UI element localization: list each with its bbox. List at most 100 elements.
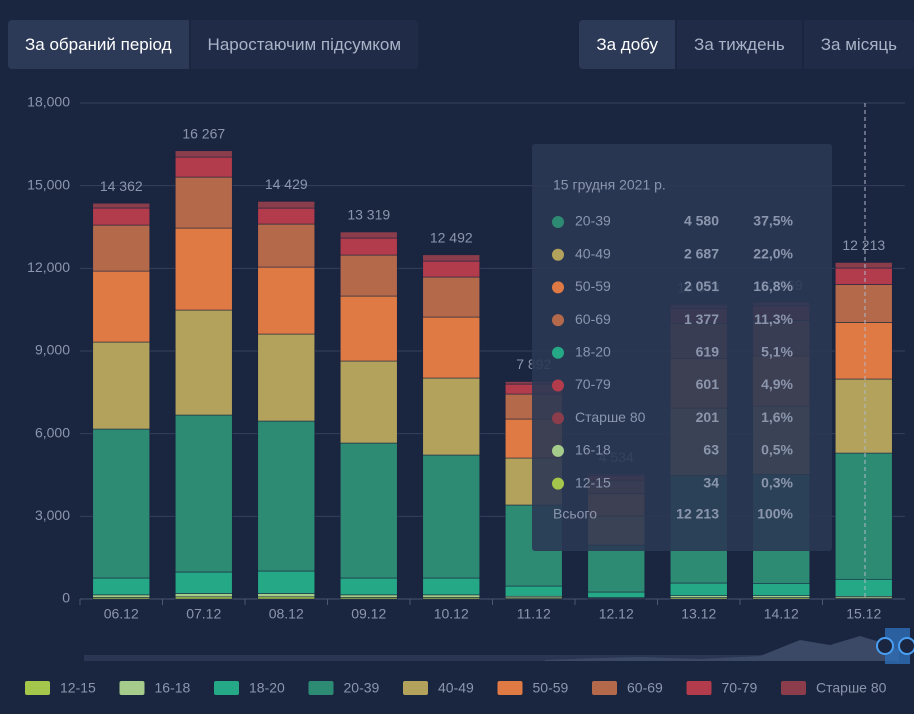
legend-swatch bbox=[497, 681, 523, 695]
legend-swatch bbox=[308, 681, 334, 695]
legend-item[interactable]: 20-39 bbox=[308, 680, 380, 696]
legend-item[interactable]: 16-18 bbox=[119, 680, 191, 696]
legend-item[interactable]: 40-49 bbox=[403, 680, 474, 696]
legend-item[interactable]: 70-79 bbox=[686, 680, 758, 696]
tooltip-dot bbox=[552, 412, 564, 425]
bar-segment bbox=[834, 267, 893, 285]
legend-label: 70-79 bbox=[722, 680, 758, 696]
total-label: 13 319 bbox=[347, 207, 390, 223]
tab[interactable]: За тиждень bbox=[677, 20, 802, 69]
tooltip-count: 2 051 bbox=[684, 278, 719, 294]
tooltip-share: 5,1% bbox=[761, 344, 793, 360]
navigator-handle[interactable] bbox=[898, 637, 914, 655]
x-tick-label: 11.12 bbox=[517, 606, 551, 622]
bar-segment bbox=[174, 414, 233, 573]
bar-segment bbox=[92, 577, 151, 596]
tooltip-total-count: 12 213 bbox=[676, 506, 719, 522]
tooltip-name: 18-20 bbox=[575, 344, 611, 360]
bar-segment bbox=[422, 254, 481, 262]
tooltip-dot bbox=[552, 248, 564, 261]
tooltip-share: 1,6% bbox=[761, 409, 793, 425]
legend-label: 16-18 bbox=[155, 680, 191, 696]
bar-segment bbox=[422, 260, 481, 278]
bar-segment bbox=[174, 593, 233, 598]
tab[interactable]: За обраний період bbox=[8, 20, 189, 69]
total-label: 14 429 bbox=[265, 176, 308, 192]
legend-item[interactable]: 18-20 bbox=[214, 680, 285, 696]
bar-segment bbox=[174, 309, 233, 416]
tooltip-name: 16-18 bbox=[575, 442, 611, 458]
bar-segment bbox=[257, 570, 316, 594]
tab[interactable]: За добу bbox=[579, 20, 676, 69]
bar-segment bbox=[174, 150, 233, 158]
legend-label: Старше 80 bbox=[816, 680, 887, 696]
bar-segment bbox=[339, 594, 398, 598]
tooltip-dot bbox=[552, 216, 564, 228]
legend-label: 50-59 bbox=[533, 680, 569, 696]
bar-segment bbox=[834, 378, 893, 454]
legend-label: 18-20 bbox=[249, 680, 285, 696]
tooltip-dot bbox=[552, 477, 564, 490]
tab[interactable]: За місяць bbox=[803, 20, 914, 69]
legend-swatch bbox=[25, 681, 50, 695]
tooltip-title: 15 грудня 2021 р. bbox=[553, 177, 666, 193]
tooltip-name: 40-49 bbox=[575, 245, 611, 261]
bar-segment bbox=[174, 571, 233, 594]
legend-label: 40-49 bbox=[438, 680, 474, 696]
tooltip-name: 60-69 bbox=[575, 311, 611, 327]
total-label: 14 362 bbox=[100, 178, 143, 194]
navigator-track bbox=[84, 655, 899, 661]
tooltip-name: Старше 80 bbox=[575, 409, 646, 425]
x-tick-label: 15.12 bbox=[846, 606, 881, 622]
bar-segment bbox=[422, 594, 481, 598]
tooltip-count: 4 580 bbox=[684, 213, 719, 229]
y-tick-label: 15,000 bbox=[27, 176, 70, 192]
bar-segment bbox=[257, 333, 316, 422]
tooltip-count: 1 377 bbox=[684, 311, 719, 327]
legend-label: 60-69 bbox=[627, 680, 663, 696]
bar-segment bbox=[422, 276, 481, 318]
period-tabs: За обраний період Наростаючим підсумком bbox=[8, 20, 419, 69]
bar-segment bbox=[339, 295, 398, 362]
bar-segment bbox=[92, 202, 151, 209]
tooltip-share: 37,5% bbox=[753, 213, 793, 229]
bar-segment bbox=[92, 207, 151, 226]
legend-swatch bbox=[403, 681, 428, 695]
navigator-handle[interactable] bbox=[876, 637, 894, 655]
bar-segment bbox=[257, 266, 316, 335]
navigator bbox=[84, 628, 914, 664]
legend-item[interactable]: 12-15 bbox=[25, 680, 96, 696]
bar-segment bbox=[422, 454, 481, 579]
tooltip-dot bbox=[552, 281, 564, 294]
tooltip-name: 12-15 bbox=[575, 474, 611, 490]
tooltip-total-name: Всього bbox=[553, 506, 597, 522]
bar-segment bbox=[752, 582, 811, 596]
bar-segment bbox=[834, 452, 893, 580]
bar-segment bbox=[834, 578, 893, 597]
legend-item[interactable]: 60-69 bbox=[592, 680, 663, 696]
bar-segment bbox=[422, 577, 481, 596]
bar-segment bbox=[587, 591, 646, 598]
legend-item[interactable]: Старше 80 bbox=[781, 680, 887, 696]
tab[interactable]: Наростаючим підсумком bbox=[190, 20, 419, 69]
x-tick-label: 09.12 bbox=[351, 606, 386, 622]
legend-swatch bbox=[781, 681, 806, 695]
bar-segment bbox=[339, 442, 398, 579]
y-tick-label: 18,000 bbox=[27, 94, 70, 110]
tooltip-count: 63 bbox=[703, 442, 719, 458]
legend-item[interactable]: 50-59 bbox=[497, 680, 569, 696]
tooltip-share: 22,0% bbox=[753, 245, 793, 261]
tooltip-count: 601 bbox=[696, 376, 720, 392]
interval-tabs: За добу За тиждень За місяць bbox=[579, 20, 914, 69]
x-tick-label: 13.12 bbox=[681, 606, 716, 622]
bar-segment bbox=[339, 254, 398, 297]
tooltip-count: 34 bbox=[703, 474, 719, 490]
bar-segment bbox=[257, 593, 316, 598]
y-tick-label: 3,000 bbox=[35, 507, 70, 523]
tooltip-name: 50-59 bbox=[575, 278, 611, 294]
bar-segment bbox=[834, 262, 893, 269]
tooltip-dot bbox=[552, 379, 564, 392]
y-tick-label: 0 bbox=[62, 590, 70, 606]
bar-segment bbox=[174, 596, 233, 600]
